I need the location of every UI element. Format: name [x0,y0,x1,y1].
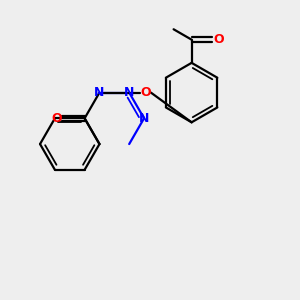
Text: N: N [124,86,134,99]
Text: O: O [51,112,62,125]
Text: N: N [94,86,105,99]
Text: O: O [214,33,224,46]
Text: N: N [139,112,149,125]
Text: O: O [140,86,151,99]
